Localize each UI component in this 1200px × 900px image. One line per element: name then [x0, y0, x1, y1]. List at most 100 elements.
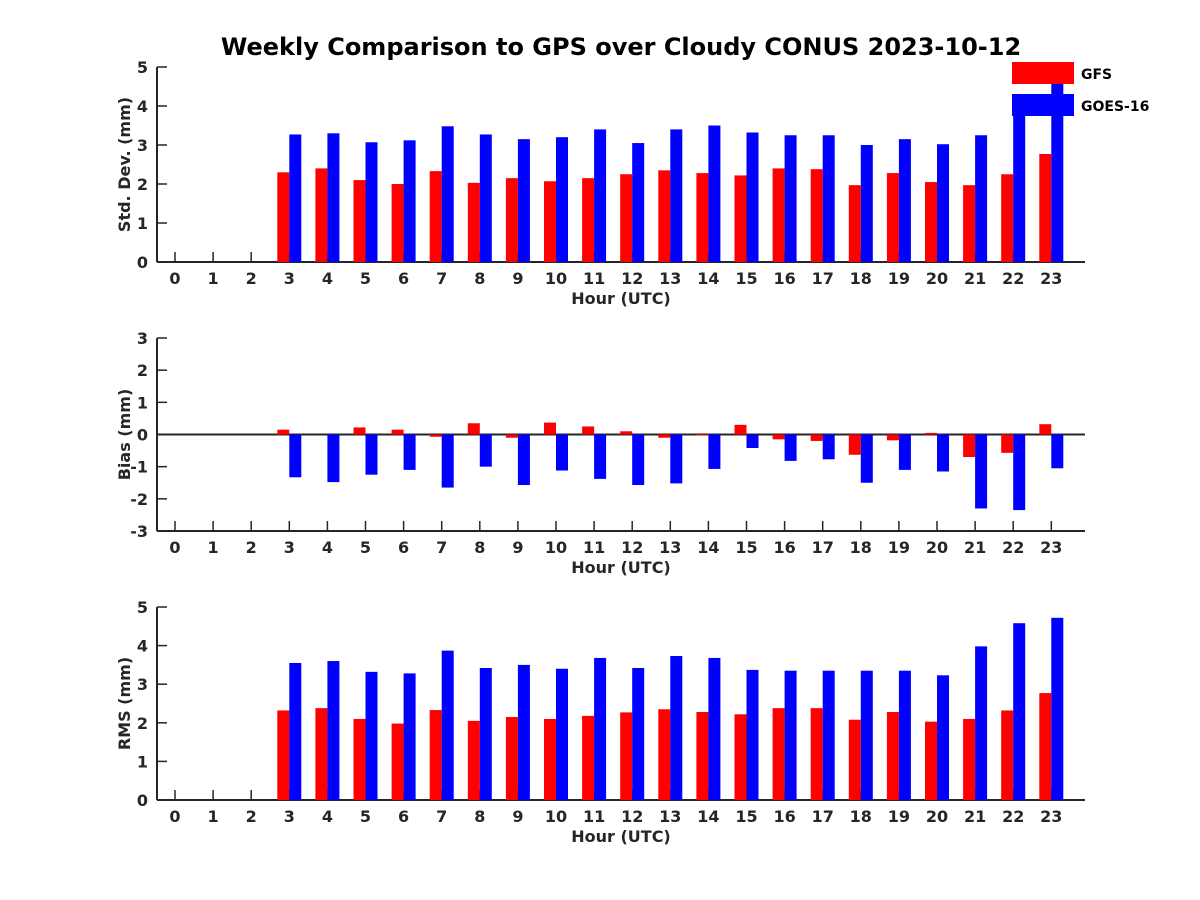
bar-gfs-hour-18	[848, 719, 861, 800]
x-tick-label: 17	[812, 807, 834, 826]
bar-gfs-hour-20	[925, 182, 937, 262]
bar-gfs-hour-9	[505, 434, 518, 438]
bar-goes-hour-13	[670, 129, 683, 262]
y-tick-label: 5	[137, 58, 148, 77]
bar-gfs-hour-22	[1001, 710, 1014, 800]
x-tick-label: 14	[697, 807, 719, 826]
bar-goes-hour-19	[898, 434, 911, 470]
bar-gfs-hour-11	[582, 715, 595, 800]
x-axis-label: Hour (UTC)	[571, 289, 671, 308]
bar-goes-hour-19	[898, 670, 911, 800]
bar-goes-hour-19	[898, 139, 911, 262]
bar-gfs-hour-17	[810, 434, 823, 441]
x-tick-label: 18	[850, 269, 872, 288]
bar-gfs-hour-20	[925, 721, 937, 800]
bar-gfs-hour-22	[1001, 174, 1014, 262]
bar-goes-hour-8	[479, 667, 492, 800]
bar-gfs-hour-5	[353, 427, 366, 435]
y-tick-label: 0	[137, 791, 148, 810]
x-tick-label: 23	[1040, 807, 1062, 826]
bar-gfs-hour-14	[696, 434, 709, 436]
bar-goes-hour-11	[594, 434, 607, 479]
bar-goes-hour-11	[594, 129, 607, 262]
bar-gfs-hour-3	[277, 710, 290, 800]
bar-gfs-hour-12	[620, 174, 633, 262]
bar-goes-hour-9	[517, 664, 530, 800]
x-tick-label: 2	[246, 807, 257, 826]
bar-goes-hour-3	[289, 434, 302, 478]
x-tick-label: 22	[1002, 807, 1024, 826]
bar-goes-hour-9	[517, 434, 530, 486]
y-tick-label: 2	[137, 361, 148, 380]
x-tick-label: 6	[398, 807, 409, 826]
y-tick-label: 2	[137, 714, 148, 733]
x-tick-label: 11	[583, 269, 605, 288]
x-tick-label: 12	[621, 538, 643, 557]
x-tick-label: 19	[888, 538, 910, 557]
x-tick-label: 16	[773, 807, 795, 826]
bar-goes-hour-11	[594, 657, 607, 800]
x-tick-label: 8	[474, 538, 485, 557]
bar-goes-hour-6	[403, 673, 416, 800]
y-tick-label: 0	[137, 426, 148, 445]
x-tick-label: 15	[735, 807, 757, 826]
y-tick-label: 5	[137, 598, 148, 617]
x-tick-label: 1	[208, 807, 219, 826]
bar-goes-hour-23	[1051, 76, 1064, 262]
bar-gfs-hour-21	[963, 434, 976, 458]
x-tick-label: 9	[512, 538, 523, 557]
bar-goes-hour-17	[822, 670, 835, 800]
bar-gfs-hour-3	[277, 429, 290, 435]
x-tick-label: 16	[773, 269, 795, 288]
legend-gfs-swatch	[1012, 62, 1074, 84]
bar-gfs-hour-23	[1039, 424, 1052, 435]
x-tick-label: 11	[583, 538, 605, 557]
x-tick-label: 18	[850, 807, 872, 826]
bar-goes-hour-23	[1051, 617, 1064, 800]
y-axis-label: RMS (mm)	[115, 657, 134, 750]
bar-goes-hour-4	[327, 434, 340, 483]
bar-gfs-hour-10	[544, 718, 556, 800]
x-tick-label: 0	[169, 807, 180, 826]
bar-goes-hour-5	[365, 142, 378, 262]
bar-gfs-hour-16	[772, 434, 785, 440]
bar-goes-hour-20	[937, 434, 949, 472]
x-tick-label: 20	[926, 538, 948, 557]
bar-gfs-hour-21	[963, 718, 976, 800]
bar-goes-hour-4	[327, 133, 340, 262]
x-tick-label: 3	[284, 269, 295, 288]
x-tick-label: 6	[398, 538, 409, 557]
bar-gfs-hour-17	[810, 708, 823, 800]
bar-goes-hour-6	[403, 140, 416, 262]
x-axis-label: Hour (UTC)	[571, 827, 671, 846]
bar-goes-hour-7	[441, 126, 454, 262]
bar-gfs-hour-8	[467, 182, 480, 262]
bar-goes-hour-21	[975, 434, 988, 509]
bar-gfs-hour-6	[391, 429, 404, 435]
x-tick-label: 5	[360, 807, 371, 826]
bar-gfs-hour-17	[810, 169, 823, 262]
bar-goes-hour-21	[975, 646, 988, 800]
x-tick-label: 18	[850, 538, 872, 557]
bar-goes-hour-16	[784, 135, 797, 262]
bar-gfs-hour-15	[734, 714, 747, 800]
bar-gfs-hour-5	[353, 180, 366, 262]
bar-goes-hour-5	[365, 434, 378, 475]
legend: GFS GOES-16	[1012, 62, 1149, 116]
x-tick-label: 16	[773, 538, 795, 557]
bar-goes-hour-7	[441, 650, 454, 800]
bar-goes-hour-14	[708, 434, 721, 469]
x-tick-label: 15	[735, 538, 757, 557]
bar-gfs-hour-10	[544, 181, 556, 262]
x-tick-label: 13	[659, 807, 681, 826]
x-tick-label: 22	[1002, 269, 1024, 288]
x-tick-label: 10	[545, 807, 567, 826]
y-tick-label: -1	[130, 458, 148, 477]
x-tick-label: 14	[697, 538, 719, 557]
bar-gfs-hour-16	[772, 168, 785, 262]
bar-goes-hour-16	[784, 434, 797, 461]
bar-gfs-hour-4	[315, 168, 328, 262]
x-tick-label: 8	[474, 269, 485, 288]
x-tick-label: 23	[1040, 538, 1062, 557]
